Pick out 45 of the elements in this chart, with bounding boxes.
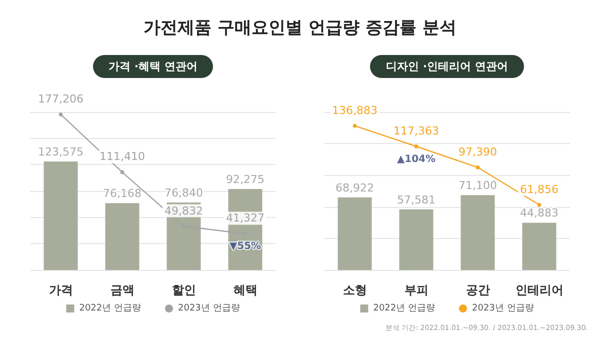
legend-label: 2023년 언급량 — [178, 304, 240, 314]
data-label: 136,883 — [332, 104, 378, 117]
data-label: 97,390 — [458, 145, 497, 158]
bar — [44, 162, 78, 270]
data-label: 61,856 — [520, 182, 558, 196]
data-label: 117,363 — [394, 124, 439, 138]
point — [58, 112, 63, 116]
data-label: 44,883 — [520, 206, 558, 220]
x-tick-label: 소형 — [342, 283, 367, 297]
bar — [399, 209, 434, 270]
legend-label: 2022년 언급량 — [373, 304, 435, 314]
bar — [338, 197, 372, 270]
data-label: 71,100 — [458, 179, 497, 192]
x-tick-label: 부피 — [404, 283, 428, 297]
legend-label: 2023년 언급량 — [472, 304, 534, 314]
bar — [522, 222, 556, 270]
data-label: 57,581 — [397, 193, 436, 206]
bar — [105, 203, 140, 270]
data-label: 49,832 — [164, 204, 203, 218]
data-label: 177,206 — [38, 92, 84, 106]
x-tick-label: 인테리어 — [515, 283, 564, 297]
point — [120, 170, 124, 174]
chart-title: 가전제품 구매요인별 언급량 증감률 분석 — [142, 17, 458, 39]
data-label: 123,575 — [38, 146, 84, 159]
chart-subtitle: 가격 ·혜택 연관어 — [92, 55, 214, 78]
point — [476, 165, 480, 170]
annotation: ▼55% — [229, 241, 262, 252]
x-tick-label: 혜택 — [233, 283, 258, 297]
x-tick-label: 할인 — [172, 283, 196, 297]
x-tick-label: 공간 — [466, 283, 490, 297]
data-label: 92,275 — [226, 173, 264, 186]
chart-subtitle: 디자인 ·인테리어 연관어 — [370, 55, 524, 78]
x-tick-label: 가격 — [48, 283, 73, 297]
point — [352, 124, 357, 128]
x-tick-label: 금액 — [110, 283, 134, 297]
data-label: 76,840 — [164, 186, 203, 200]
point — [414, 144, 418, 148]
annotation: ▲104% — [396, 154, 436, 165]
data-label: 41,327 — [226, 212, 264, 225]
data-label: 68,922 — [336, 181, 374, 194]
data-label: 76,168 — [103, 187, 142, 200]
legend-label: 2022년 언급량 — [79, 304, 141, 314]
point — [537, 202, 542, 207]
data-label: 111,410 — [100, 150, 145, 164]
bar — [460, 195, 495, 270]
